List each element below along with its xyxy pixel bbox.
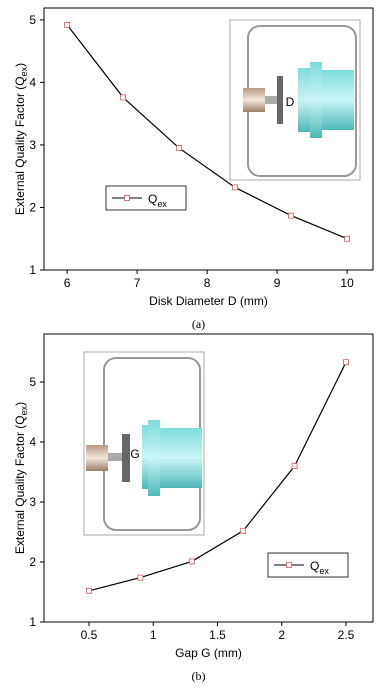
marker <box>292 464 297 469</box>
x-tick-label: 1 <box>150 628 157 642</box>
y-tick-label: 3 <box>29 138 36 152</box>
x-tick-label: 6 <box>64 276 71 290</box>
marker <box>138 575 143 580</box>
marker <box>289 213 294 218</box>
legend-name: Q <box>148 192 157 206</box>
x-tick-label: 2.5 <box>338 628 355 642</box>
inset-diagram <box>230 20 360 180</box>
y-axis-label-part: External Quality Factor (Q <box>13 76 27 215</box>
marker <box>177 146 182 151</box>
marker <box>86 588 91 593</box>
marker <box>65 22 70 27</box>
y-tick-label: 2 <box>29 555 36 569</box>
legend-marker <box>287 563 292 568</box>
x-tick-label: 0.5 <box>81 628 98 642</box>
caption: (a) <box>192 317 205 331</box>
y-tick-label: 5 <box>29 13 36 27</box>
inset-label: G <box>130 447 139 461</box>
y-axis-label-part: External Quality Factor (Q <box>13 415 27 554</box>
x-tick-label: 2 <box>278 628 285 642</box>
y-tick-label: 4 <box>29 435 36 449</box>
x-tick-label: 9 <box>274 276 281 290</box>
x-tick-label: 10 <box>340 276 354 290</box>
inset-diagram <box>84 352 204 535</box>
legend-subscript: ex <box>157 199 167 209</box>
caption: (b) <box>192 669 206 683</box>
marker <box>241 528 246 533</box>
y-tick-label: 1 <box>29 615 36 629</box>
page: 6 7 8 9 10 1 2 3 4 5 Disk Diameter D (mm) External … <box>0 0 377 695</box>
y-axis-label-part: ) <box>13 63 27 67</box>
figure: 6 7 8 9 10 1 2 3 4 5 Disk Diameter D (mm) External … <box>0 0 377 690</box>
inset-label: D <box>286 95 295 109</box>
y-tick-label: 5 <box>29 375 36 389</box>
y-tick-label: 3 <box>29 495 36 509</box>
y-axis-label: External Quality Factor (Qex) <box>13 63 29 215</box>
marker <box>344 360 349 365</box>
legend-marker <box>125 196 130 201</box>
y-axis-label-part: ex <box>19 405 29 415</box>
marker <box>121 95 126 100</box>
y-tick-label: 4 <box>29 75 36 89</box>
marker <box>189 559 194 564</box>
y-axis-label-part: ex <box>19 66 29 76</box>
x-tick-label: 8 <box>204 276 211 290</box>
marker <box>345 236 350 241</box>
marker <box>233 185 238 190</box>
legend-subscript: ex <box>319 566 329 576</box>
y-tick-label: 1 <box>29 263 36 277</box>
legend-name: Q <box>310 559 319 573</box>
x-tick-label: 1.5 <box>209 628 226 642</box>
y-tick-label: 2 <box>29 200 36 214</box>
x-tick-label: 7 <box>134 276 141 290</box>
x-axis-label: Disk Diameter D (mm) <box>149 294 268 308</box>
y-axis-label-part: ) <box>13 402 27 406</box>
x-axis-label: Gap G (mm) <box>175 646 242 660</box>
y-axis-label: External Quality Factor (Qex) <box>13 402 29 554</box>
